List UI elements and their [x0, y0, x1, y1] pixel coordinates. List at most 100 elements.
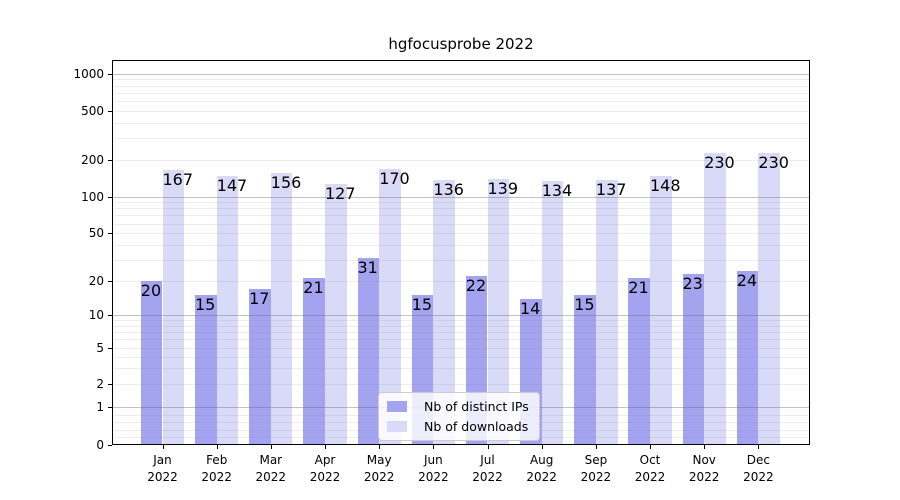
gridline-9 [113, 320, 809, 321]
x-tick-mark-may [379, 445, 381, 449]
bar-distinct-ips-jan: 20 [140, 281, 163, 445]
gridline-6 [113, 339, 809, 341]
x-tick-year: 2022 [418, 469, 449, 484]
x-tick-label-dec: Dec 2022 [730, 452, 786, 485]
x-tick-year: 2022 [688, 469, 720, 484]
x-tick-month: May [366, 453, 392, 467]
bar-downloads-oct: 148 [650, 175, 681, 445]
x-tick-label-may: May 2022 [351, 452, 407, 485]
y-tick-label-20: 20 [88, 274, 104, 288]
x-tick-year: 2022 [526, 469, 557, 484]
x-tick-month: Jun [424, 453, 443, 467]
gridline-60 [113, 223, 809, 225]
x-tick-mark-dec [758, 445, 760, 449]
y-tick-mark-10 [108, 315, 112, 316]
x-tick-label-sep: Sep 2022 [568, 452, 624, 485]
y-tick-mark-2 [108, 384, 112, 386]
x-tick-label-feb: Feb 2022 [189, 452, 245, 485]
bar-downloads-aug: 134 [541, 181, 572, 445]
x-tick-month: Apr [314, 453, 336, 467]
x-tick-year: 2022 [363, 469, 395, 484]
bar-distinct-ips-feb: 15 [195, 295, 217, 445]
x-tick-mark-nov [704, 445, 706, 449]
x-tick-mark-sep [595, 445, 597, 449]
x-tick-month: Oct [639, 453, 661, 467]
gridline-900 [113, 79, 809, 81]
gridline-100 [113, 196, 809, 198]
x-tick-year: 2022 [634, 469, 666, 484]
x-tick-year: 2022 [580, 469, 612, 484]
legend-item-distinct-ips: Nb of distinct IPs [387, 399, 529, 414]
bar-downloads-dec: 230 [758, 152, 789, 445]
x-tick-label-jan: Jan 2022 [135, 452, 191, 485]
y-tick-label-1: 1 [96, 400, 104, 415]
gridline-80 [113, 208, 809, 210]
x-tick-mark-mar [270, 445, 272, 449]
y-tick-mark-200 [108, 160, 112, 161]
bar-downloads-jul: 139 [487, 179, 518, 445]
x-tick-label-oct: Oct 2022 [622, 452, 678, 485]
bar-distinct-ips-dec: 24 [736, 271, 759, 445]
bar-downloads-sep: 137 [595, 180, 626, 445]
x-tick-label-aug: Aug 2022 [514, 452, 570, 485]
gridline-30 [113, 259, 809, 261]
x-tick-mark-aug [541, 445, 543, 449]
x-tick-year: 2022 [309, 469, 341, 484]
bar-downloads-nov: 230 [704, 152, 735, 445]
legend-swatch-downloads [387, 421, 407, 432]
x-tick-month: Jan [153, 453, 172, 467]
x-tick-month: Mar [259, 453, 283, 467]
legend-label-distinct-ips: Nb of distinct IPs [424, 399, 529, 414]
x-tick-label-jun: Jun 2022 [405, 452, 461, 485]
x-tick-month: Jul [480, 453, 495, 467]
y-tick-mark-100 [108, 196, 112, 198]
gridline-10 [113, 315, 809, 316]
y-tick-mark-500 [108, 111, 112, 112]
x-tick-mark-oct [650, 445, 651, 449]
y-tick-label-1000: 1000 [73, 66, 104, 81]
y-tick-label-0: 0 [96, 437, 104, 452]
y-tick-mark-5 [108, 348, 112, 349]
x-tick-label-jul: Jul 2022 [460, 452, 516, 485]
bar-downloads-apr: 127 [325, 184, 356, 445]
bar-downloads-feb: 147 [216, 176, 247, 445]
y-tick-mark-50 [108, 233, 112, 234]
x-tick-year: 2022 [147, 469, 178, 484]
gridline-400 [113, 122, 809, 124]
gridline-70 [113, 215, 809, 217]
y-tick-label-10: 10 [88, 308, 104, 322]
x-tick-month: Sep [584, 453, 608, 467]
y-tick-mark-1000 [108, 73, 112, 75]
x-tick-year: 2022 [743, 469, 774, 484]
bar-distinct-ips-oct: 21 [628, 278, 650, 445]
legend-swatch-distinct-ips [387, 401, 407, 412]
bar-downloads-jun: 136 [433, 180, 464, 445]
bar-downloads-mar: 156 [270, 173, 301, 445]
x-tick-label-apr: Apr 2022 [297, 452, 353, 485]
legend-label-downloads: Nb of downloads [424, 419, 529, 434]
bar-distinct-ips-may: 31 [357, 258, 380, 445]
x-tick-mark-feb [216, 445, 218, 449]
y-tick-label-200: 200 [81, 153, 104, 167]
legend-item-downloads: Nb of downloads [387, 419, 529, 434]
x-tick-year: 2022 [472, 469, 503, 484]
gridline-1000 [113, 73, 809, 75]
chart-title: hgfocusprobe 2022 [388, 35, 534, 53]
y-tick-mark-20 [108, 281, 112, 282]
y-tick-label-5: 5 [96, 341, 104, 355]
x-tick-month: Aug [529, 453, 554, 467]
x-tick-year: 2022 [255, 469, 287, 484]
gridline-3 [113, 368, 809, 370]
x-tick-mark-jun [433, 445, 435, 449]
gridline-2 [113, 384, 809, 386]
x-tick-month: Feb [206, 453, 228, 467]
bar-downloads-may: 170 [379, 168, 410, 445]
gridline-4 [113, 356, 809, 358]
y-tick-label-100: 100 [81, 189, 104, 204]
x-tick-mark-apr [325, 445, 326, 449]
bar-downloads-jan: 167 [162, 169, 193, 445]
gridline-800 [113, 85, 809, 87]
y-tick-label-2: 2 [96, 377, 104, 392]
bar-distinct-ips-sep: 15 [574, 295, 596, 445]
